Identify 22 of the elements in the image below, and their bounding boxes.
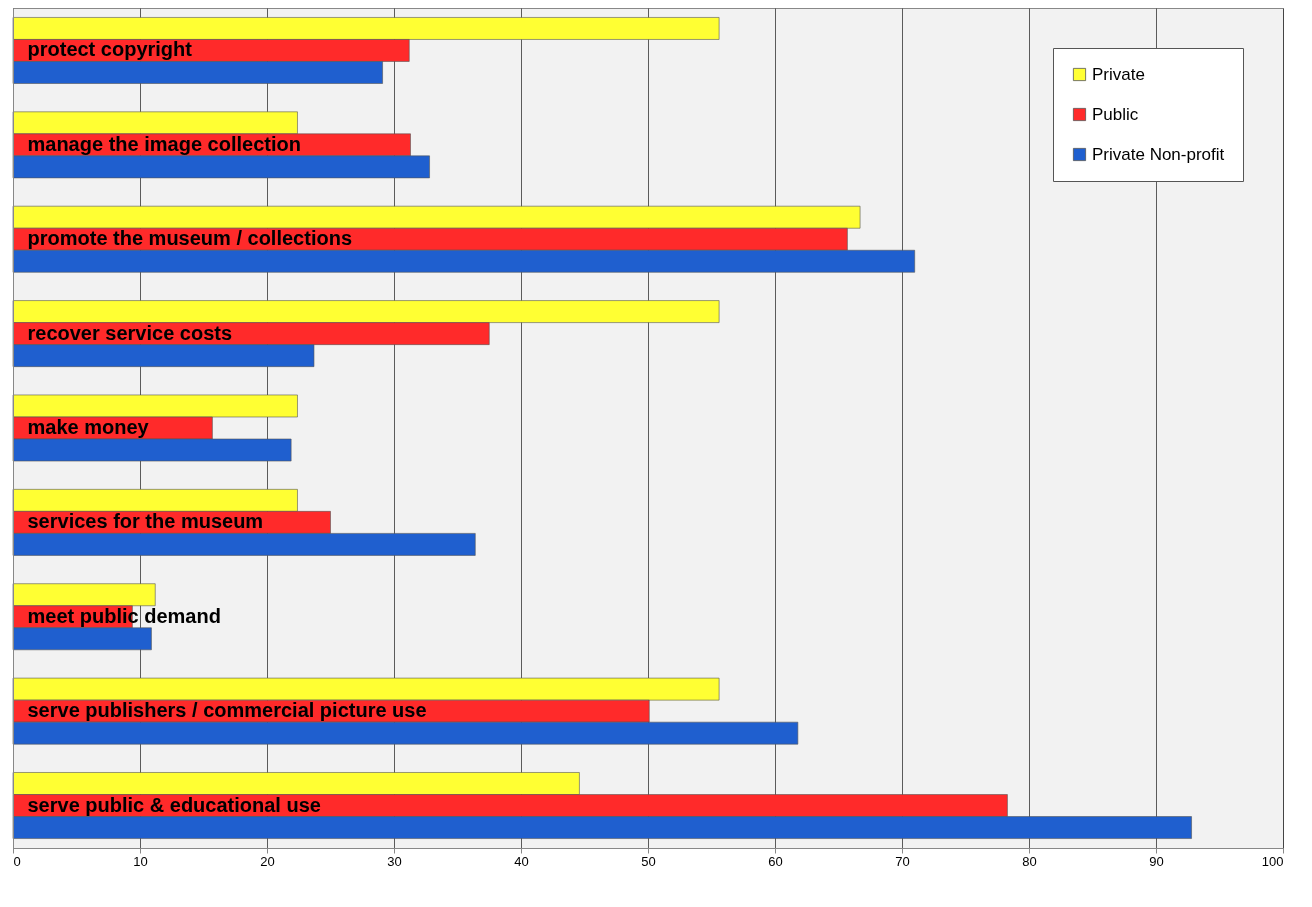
- x-tick-label: 30: [387, 853, 402, 869]
- y-tick-label: recover service costs: [27, 321, 233, 344]
- x-tick-label: 90: [1149, 853, 1164, 869]
- y-tick-label: services for the museum: [27, 510, 264, 533]
- y-tick-label: promote the museum / collections: [27, 227, 353, 250]
- x-tick-label: 0: [13, 853, 21, 869]
- x-tick-label: 20: [260, 853, 275, 869]
- y-tick-label: serve public & educational use: [27, 793, 321, 816]
- x-tick-label: 70: [895, 853, 910, 869]
- x-tick-label: 100: [1261, 853, 1284, 869]
- y-tick-label: protect copyright: [27, 38, 193, 61]
- y-tick-label: manage the image collection: [27, 132, 301, 155]
- y-tick-label: serve publishers / commercial picture use: [27, 699, 427, 722]
- x-tick-label: 40: [514, 853, 529, 869]
- legend-label: Private Non-profit: [1092, 144, 1225, 164]
- x-tick-label: 60: [768, 853, 783, 869]
- x-tick-label: 10: [133, 853, 148, 869]
- x-tick-label: 50: [641, 853, 656, 869]
- legend-label: Private: [1092, 64, 1145, 84]
- legend-label: Public: [1092, 104, 1139, 124]
- y-tick-label: make money: [27, 416, 150, 438]
- x-tick-label: 80: [1022, 853, 1037, 869]
